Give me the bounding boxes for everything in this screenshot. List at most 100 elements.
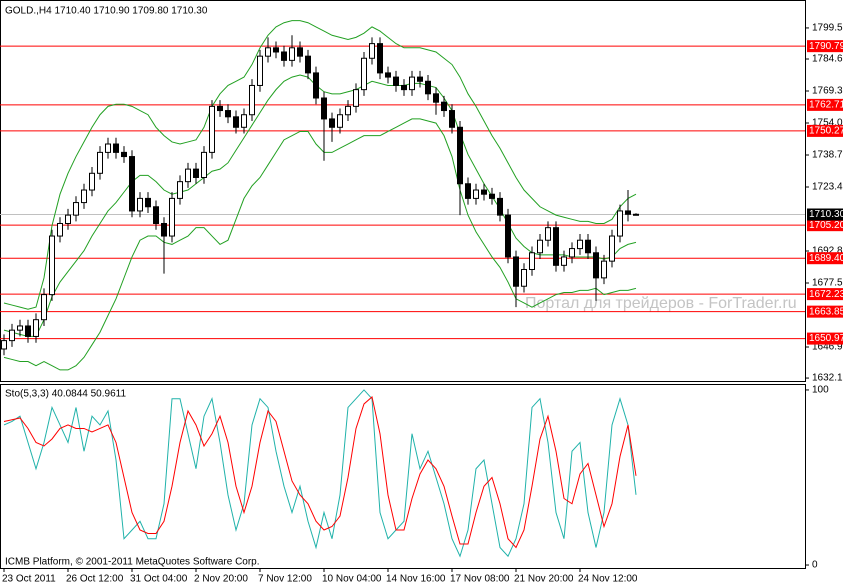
bollinger-middle bbox=[3, 74, 637, 337]
candle-body bbox=[409, 76, 415, 91]
x-tick-label: 24 Nov 12:00 bbox=[578, 574, 638, 585]
current-price-box bbox=[807, 208, 843, 221]
x-tick-label: 17 Nov 08:00 bbox=[450, 574, 510, 585]
candle-body bbox=[393, 76, 399, 86]
level-label-box bbox=[807, 219, 843, 232]
candle-body bbox=[217, 105, 223, 112]
candle-body bbox=[337, 114, 343, 128]
candle-body bbox=[249, 84, 255, 116]
y-tick-label: 1784.65 bbox=[812, 54, 843, 65]
level-label-box bbox=[807, 98, 843, 111]
y-tick-label: 1646.95 bbox=[812, 342, 843, 353]
x-tick-label: 7 Nov 12:00 bbox=[258, 574, 312, 585]
candle-body bbox=[225, 110, 231, 118]
level-label: 1689.40 bbox=[809, 253, 843, 264]
candle-body bbox=[9, 329, 15, 342]
y-tick-label: 1632.10 bbox=[812, 373, 843, 384]
candle-body bbox=[241, 114, 247, 128]
candle-body bbox=[17, 325, 23, 331]
candle-body bbox=[465, 183, 471, 199]
candle-body bbox=[345, 105, 351, 116]
candle-body bbox=[81, 189, 87, 204]
stochastic-panel-frame bbox=[0, 384, 806, 569]
candle-body bbox=[137, 197, 143, 212]
candle-body bbox=[265, 47, 271, 57]
level-label: 1762.71 bbox=[809, 100, 843, 111]
candle-body bbox=[289, 47, 295, 61]
candle-body bbox=[545, 227, 551, 241]
candle-body bbox=[41, 294, 47, 321]
candle-body bbox=[169, 197, 175, 237]
candle-body bbox=[433, 93, 439, 103]
x-tick-label: 26 Oct 12:00 bbox=[66, 574, 124, 585]
x-tick-label: 21 Nov 20:00 bbox=[514, 574, 574, 585]
candle-body bbox=[97, 151, 103, 174]
x-tick-label: 14 Nov 16:00 bbox=[386, 574, 446, 585]
chart-title: GOLD.,H4 1710.40 1710.90 1709.80 1710.30 bbox=[5, 6, 208, 17]
candle-body bbox=[121, 151, 127, 158]
candle-body bbox=[385, 72, 391, 78]
watermark: Портал для трейдеров - ForTrader.ru bbox=[525, 295, 797, 312]
candle-body bbox=[49, 235, 55, 296]
candle-body bbox=[161, 222, 167, 237]
candle-body bbox=[321, 97, 327, 120]
candle-body bbox=[113, 143, 119, 153]
level-label: 1705.20 bbox=[809, 220, 843, 231]
candle-body bbox=[129, 156, 135, 212]
copyright: ICMB Platform, © 2001-2011 MetaQuotes So… bbox=[5, 557, 260, 568]
candle-body bbox=[633, 213, 639, 216]
candle-body bbox=[185, 168, 191, 183]
candle-body bbox=[417, 76, 423, 82]
level-label-box bbox=[807, 332, 843, 345]
y-tick-label: 1692.85 bbox=[812, 246, 843, 257]
candle-body bbox=[609, 235, 615, 262]
level-label-box bbox=[807, 252, 843, 265]
candle-body bbox=[313, 72, 319, 99]
y-tick-label: 1754.05 bbox=[812, 118, 843, 129]
candle-body bbox=[449, 110, 455, 128]
candle-body bbox=[377, 43, 383, 74]
candle-body bbox=[89, 172, 95, 191]
level-label: 1672.23 bbox=[809, 289, 843, 300]
bollinger-lower bbox=[3, 118, 637, 371]
candle-body bbox=[441, 101, 447, 112]
candle-body bbox=[569, 248, 575, 258]
candle-body bbox=[281, 51, 287, 61]
candle-body bbox=[145, 197, 151, 208]
candle-body bbox=[489, 193, 495, 199]
level-label: 1663.85 bbox=[809, 306, 843, 317]
candle-body bbox=[65, 214, 71, 224]
level-label-box bbox=[807, 305, 843, 318]
x-tick-label: 31 Oct 04:00 bbox=[130, 574, 188, 585]
y-tick-label: 1723.45 bbox=[812, 182, 843, 193]
candle-body bbox=[201, 151, 207, 178]
candle-body bbox=[273, 47, 279, 53]
candle-body bbox=[193, 168, 199, 178]
candle-body bbox=[561, 256, 567, 266]
candle-body bbox=[537, 239, 543, 254]
candle-body bbox=[353, 89, 359, 107]
y-tick-label: 100 bbox=[812, 385, 829, 396]
x-tick-label: 23 Oct 2011 bbox=[2, 574, 56, 585]
x-tick-label: 10 Nov 04:00 bbox=[322, 574, 382, 585]
candle-body bbox=[529, 252, 535, 271]
level-label: 1650.97 bbox=[809, 333, 843, 344]
stochastic-line bbox=[3, 396, 637, 549]
candle-body bbox=[601, 260, 607, 279]
candle-body bbox=[625, 210, 631, 215]
candle-body bbox=[105, 143, 111, 153]
current-price-label: 1710.30 bbox=[809, 209, 843, 220]
candle-body bbox=[513, 256, 519, 287]
y-tick-label: 1769.35 bbox=[812, 86, 843, 97]
candle-body bbox=[617, 210, 623, 237]
indicator-title: Sto(5,3,3) 40.0844 50.9611 bbox=[5, 389, 126, 400]
candle-body bbox=[209, 105, 215, 153]
candle-body bbox=[577, 239, 583, 250]
x-tick-label: 2 Nov 20:00 bbox=[194, 574, 248, 585]
candle-body bbox=[73, 202, 79, 216]
candle-body bbox=[481, 189, 487, 195]
candle-body bbox=[497, 197, 503, 216]
candle-body bbox=[25, 325, 31, 337]
